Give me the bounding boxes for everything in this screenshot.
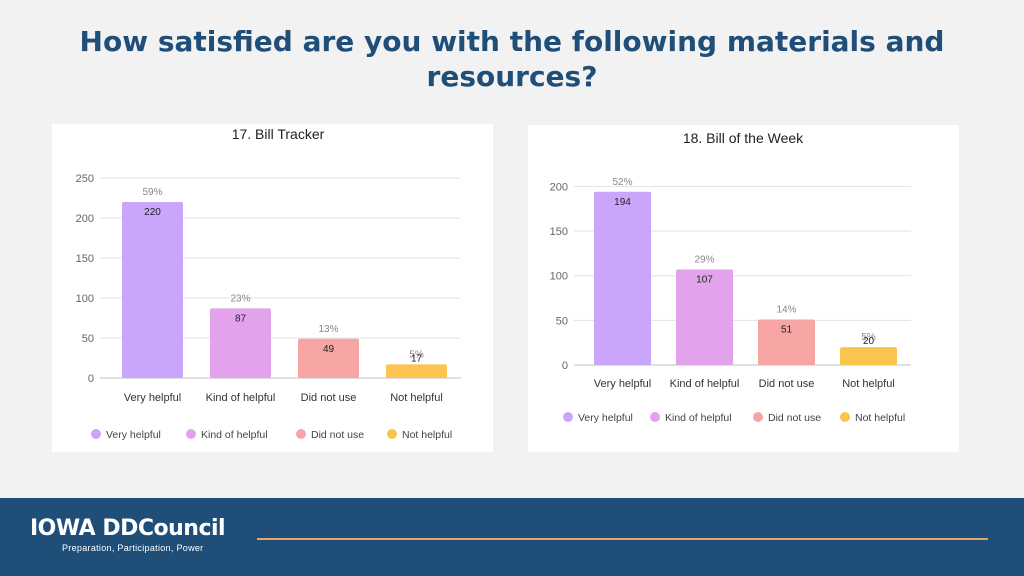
bill-of-the-week-bar — [758, 319, 815, 365]
council-logo: IOWA DDCouncil Preparation, Participatio… — [30, 516, 226, 554]
bill-of-the-week-y-tick-label: 50 — [556, 315, 568, 327]
bill-of-the-week-category-label: Not helpful — [842, 378, 895, 390]
bill-of-the-week-y-tick-label: 200 — [550, 181, 568, 193]
bill-of-the-week-bar — [840, 347, 897, 365]
bill-tracker-value-label: 220 — [144, 207, 161, 218]
bill-tracker-percent-label: 5% — [409, 349, 424, 360]
bill-of-the-week-y-tick-label: 0 — [562, 360, 568, 372]
bill-of-the-week-value-label: 20 — [863, 336, 875, 347]
bill-of-the-week-title: 18. Bill of the Week — [683, 130, 804, 146]
bill-tracker-chart: 17. Bill Tracker 0 50 100 150 200 250 59% 220 Ver… — [52, 124, 493, 452]
logo-tagline: Preparation, Participation, Power — [62, 543, 204, 553]
bill-of-the-week-y-tick-label: 100 — [550, 271, 568, 283]
bill-tracker-y-tick-label: 150 — [76, 253, 94, 265]
bill-tracker-bar — [298, 338, 359, 378]
bill-of-the-week-bar — [676, 269, 733, 365]
bill-tracker-legend-marker — [387, 429, 397, 439]
bill-of-the-week-legend-marker — [563, 412, 573, 422]
bill-of-the-week-category-label: Very helpful — [594, 378, 651, 390]
bill-of-the-week-chart-svg: 18. Bill of the Week 0 50 100 150 200 52% 194 Ve… — [550, 130, 911, 424]
bill-tracker-legend-label: Did not use — [311, 429, 364, 441]
bill-tracker-y-tick-label: 250 — [76, 173, 94, 185]
footer-bar: IOWA DDCouncil Preparation, Participatio… — [0, 498, 1024, 576]
bill-tracker-value-label: 17 — [411, 353, 423, 364]
bill-of-the-week-chart: 18. Bill of the Week 0 50 100 150 200 52% 194 Ve… — [528, 125, 959, 452]
bill-of-the-week-category-label: Did not use — [759, 378, 815, 390]
bill-tracker-percent-label: 23% — [230, 293, 250, 304]
bill-of-the-week-value-label: 194 — [614, 197, 631, 208]
bill-tracker-legend-marker — [186, 429, 196, 439]
bill-tracker-legend-label: Kind of helpful — [201, 429, 268, 441]
bill-tracker-legend-label: Very helpful — [106, 429, 161, 441]
bill-tracker-bar — [386, 364, 447, 378]
bill-of-the-week-legend-marker — [753, 412, 763, 422]
bill-tracker-bar — [210, 308, 271, 378]
bill-tracker-y-tick-label: 50 — [82, 333, 94, 345]
slide-title: How satisfied are you with the following… — [0, 24, 1024, 94]
bill-of-the-week-category-label: Kind of helpful — [670, 378, 740, 390]
bill-of-the-week-percent-label: 52% — [612, 177, 632, 188]
bill-tracker-percent-label: 59% — [142, 187, 162, 198]
bill-of-the-week-legend-label: Kind of helpful — [665, 412, 732, 424]
bill-of-the-week-value-label: 107 — [696, 274, 713, 285]
bill-tracker-value-label: 87 — [235, 313, 247, 324]
bill-of-the-week-bar — [594, 191, 651, 365]
bill-tracker-legend-marker — [296, 429, 306, 439]
bill-of-the-week-legend-label: Did not use — [768, 412, 821, 424]
bill-of-the-week-percent-label: 14% — [776, 304, 796, 315]
bill-tracker-value-label: 49 — [323, 344, 335, 355]
bill-tracker-chart-svg: 17. Bill Tracker 0 50 100 150 200 250 59% 220 Ver… — [76, 126, 461, 441]
bill-tracker-y-tick-label: 0 — [88, 373, 94, 385]
slide-title-line-2: resources? — [426, 60, 598, 93]
bill-tracker-legend-marker — [91, 429, 101, 439]
bill-tracker-title: 17. Bill Tracker — [232, 126, 325, 142]
bill-of-the-week-legend-label: Very helpful — [578, 412, 633, 424]
footer-divider — [257, 538, 988, 540]
bill-of-the-week-legend-marker — [840, 412, 850, 422]
logo-text: IOWA DDCouncil — [30, 516, 226, 541]
bill-of-the-week-y-tick-label: 150 — [550, 226, 568, 238]
slide-title-line-1: How satisfied are you with the following… — [79, 25, 945, 58]
bill-tracker-bar — [122, 202, 183, 378]
bill-of-the-week-value-label: 51 — [781, 324, 793, 335]
bill-tracker-category-label: Very helpful — [124, 392, 181, 404]
bill-tracker-percent-label: 13% — [318, 324, 338, 335]
bill-tracker-category-label: Did not use — [301, 392, 357, 404]
bill-tracker-category-label: Not helpful — [390, 392, 443, 404]
bill-tracker-y-tick-label: 200 — [76, 213, 94, 225]
bill-tracker-category-label: Kind of helpful — [206, 392, 276, 404]
bill-of-the-week-percent-label: 5% — [861, 332, 876, 343]
bill-of-the-week-percent-label: 29% — [694, 254, 714, 265]
bill-tracker-y-tick-label: 100 — [76, 293, 94, 305]
bill-of-the-week-legend-marker — [650, 412, 660, 422]
bill-of-the-week-legend-label: Not helpful — [855, 412, 905, 424]
bill-tracker-legend-label: Not helpful — [402, 429, 452, 441]
